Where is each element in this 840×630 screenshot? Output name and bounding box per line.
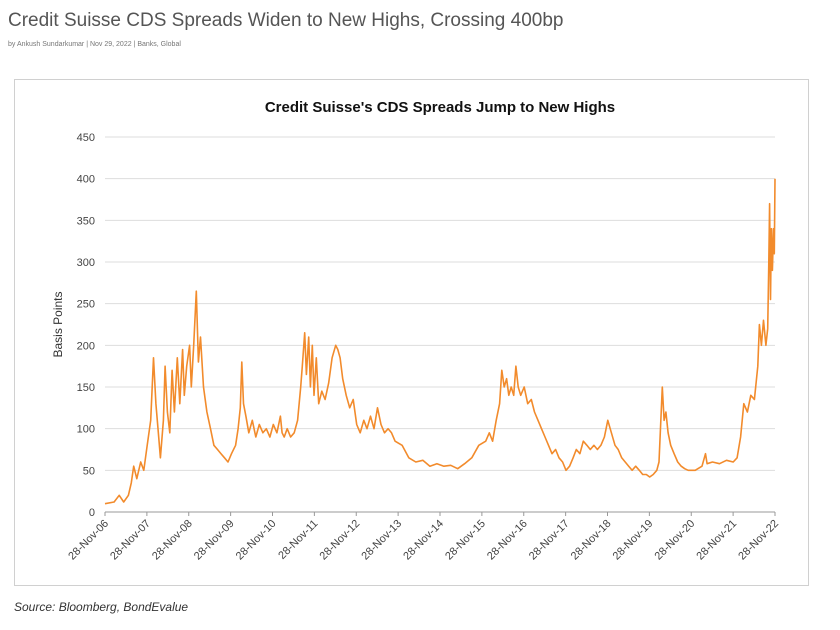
x-tick-label: 28-Nov-21 bbox=[694, 518, 739, 563]
y-tick-label: 200 bbox=[77, 340, 95, 352]
x-axis-ticks: 28-Nov-0628-Nov-0728-Nov-0828-Nov-0928-N… bbox=[66, 512, 781, 562]
x-tick-label: 28-Nov-20 bbox=[653, 518, 698, 563]
cds-spread-line bbox=[104, 178, 776, 505]
article-headline: Credit Suisse CDS Spreads Widen to New H… bbox=[8, 10, 564, 31]
x-tick-label: 28-Nov-06 bbox=[66, 518, 111, 563]
gridlines bbox=[105, 136, 775, 513]
x-tick-label: 28-Nov-16 bbox=[485, 518, 530, 563]
x-tick-label: 28-Nov-11 bbox=[276, 518, 320, 562]
y-tick-label: 350 bbox=[77, 215, 95, 227]
x-tick-label: 28-Nov-12 bbox=[318, 518, 363, 563]
x-tick-label: 28-Nov-22 bbox=[736, 518, 781, 563]
series-group bbox=[104, 178, 776, 505]
x-tick-label: 28-Nov-15 bbox=[443, 518, 488, 563]
x-tick-label: 28-Nov-14 bbox=[401, 518, 446, 563]
y-tick-label: 0 bbox=[89, 507, 95, 519]
y-tick-label: 50 bbox=[83, 465, 95, 477]
x-tick-label: 28-Nov-18 bbox=[569, 518, 614, 563]
chart-title: Credit Suisse's CDS Spreads Jump to New … bbox=[265, 99, 615, 116]
chart-frame bbox=[14, 79, 809, 586]
y-tick-label: 450 bbox=[77, 132, 95, 144]
y-axis-ticks: 0 50 100 150 200 250 300 350 400 450 bbox=[77, 132, 95, 519]
chart-source: Source: Bloomberg, BondEvalue bbox=[14, 600, 189, 614]
x-tick-label: 28-Nov-13 bbox=[359, 518, 404, 563]
y-tick-label: 150 bbox=[77, 382, 95, 394]
x-tick-label: 28-Nov-09 bbox=[192, 518, 237, 563]
y-tick-label: 100 bbox=[77, 424, 95, 436]
x-tick-label: 28-Nov-07 bbox=[108, 518, 153, 563]
y-tick-label: 250 bbox=[77, 299, 95, 311]
y-tick-label: 400 bbox=[77, 174, 95, 186]
y-axis-label: Basis Points bbox=[51, 291, 65, 357]
x-tick-label: 28-Nov-08 bbox=[150, 518, 195, 563]
article-byline: by Ankush Sundarkumar | Nov 29, 2022 | B… bbox=[8, 41, 181, 48]
x-tick-label: 28-Nov-10 bbox=[234, 518, 279, 563]
x-tick-label: 28-Nov-17 bbox=[527, 518, 572, 563]
x-tick-label: 28-Nov-19 bbox=[611, 518, 656, 563]
y-tick-label: 300 bbox=[77, 257, 95, 269]
